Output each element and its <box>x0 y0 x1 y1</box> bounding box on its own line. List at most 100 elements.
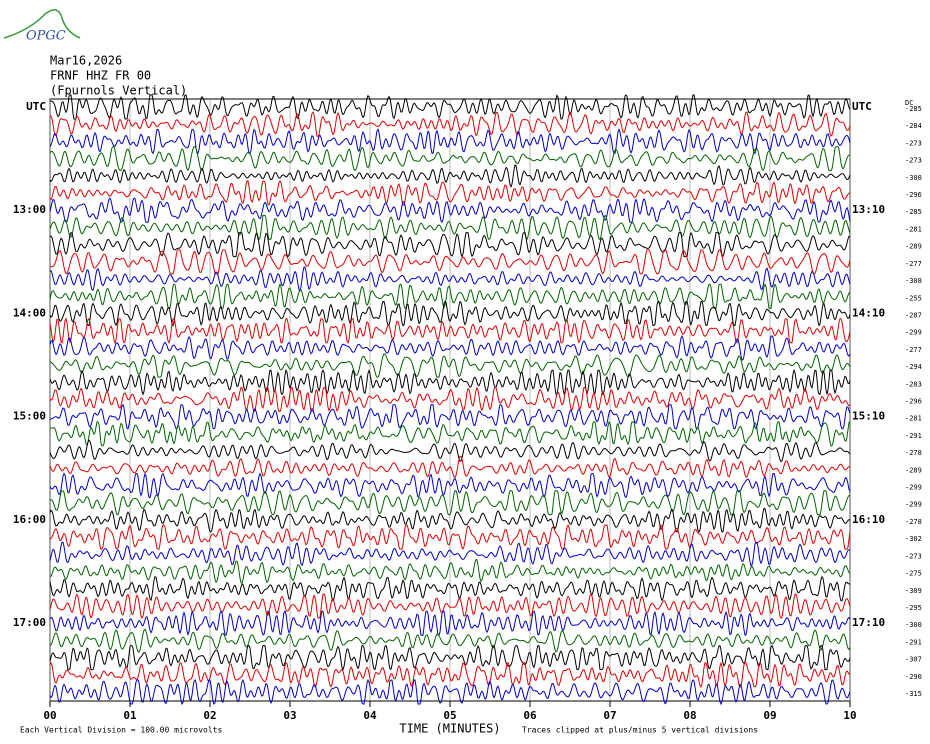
row-label-left: 13:00 <box>13 203 46 216</box>
row-label-right: 16:10 <box>852 513 885 526</box>
dc-value: -287 <box>905 311 922 319</box>
row-label-left: 17:00 <box>13 616 46 629</box>
trace <box>49 197 851 224</box>
dc-value: -255 <box>905 294 922 302</box>
trace <box>49 111 851 137</box>
trace <box>49 439 851 463</box>
dc-value: -281 <box>905 225 922 233</box>
dc-value: -278 <box>905 449 922 457</box>
trace <box>49 353 851 378</box>
dc-value: -273 <box>905 552 922 560</box>
dc-value: -299 <box>905 484 922 492</box>
x-tick-label: 02 <box>203 709 216 722</box>
trace <box>49 128 851 155</box>
x-tick-label: 03 <box>283 709 296 722</box>
trace <box>49 386 851 413</box>
row-label-left: 16:00 <box>13 513 46 526</box>
date: Mar16,2026 <box>50 54 122 68</box>
trace <box>49 282 851 309</box>
dc-value: -281 <box>905 415 922 423</box>
row-label-right: 13:10 <box>852 203 885 216</box>
trace <box>49 403 851 430</box>
trace <box>49 541 851 567</box>
dc-value: -315 <box>905 690 922 698</box>
trace <box>49 164 851 189</box>
row-label-right: 14:10 <box>852 306 885 319</box>
clip-note: Traces clipped at plus/minus 5 vertical … <box>522 726 758 735</box>
trace <box>49 180 851 206</box>
trace <box>49 266 851 292</box>
trace <box>49 678 851 706</box>
logo: OPGC <box>26 29 66 44</box>
trace <box>49 592 851 620</box>
logo-arc <box>3 9 81 39</box>
x-tick-label: 06 <box>523 709 537 722</box>
trace <box>49 317 851 345</box>
dc-value: -300 <box>905 621 922 629</box>
trace <box>49 368 851 396</box>
row-label-right: UTC <box>852 100 872 113</box>
trace <box>49 575 851 602</box>
trace <box>49 628 851 653</box>
trace <box>49 334 851 361</box>
x-tick-label: 08 <box>683 709 696 722</box>
scale-note: Each Vertical Division = 100.00 microvol… <box>20 726 222 735</box>
location: (Fpurnols Vertical) <box>50 84 187 98</box>
dc-value: -283 <box>905 380 922 388</box>
trace <box>49 472 851 499</box>
dc-value: -299 <box>905 501 922 509</box>
dc-value: -289 <box>905 466 922 474</box>
dc-value: -285 <box>905 208 922 216</box>
dc-value: -284 <box>905 122 922 130</box>
dc-value: -302 <box>905 535 922 543</box>
dc-value: -300 <box>905 174 922 182</box>
row-label-left: 15:00 <box>13 410 46 423</box>
dc-value: -273 <box>905 139 922 147</box>
dc-value: -296 <box>905 191 922 199</box>
dc-value: -308 <box>905 277 922 285</box>
trace <box>49 490 851 516</box>
dc-value: -285 <box>905 105 922 113</box>
trace <box>49 610 851 637</box>
dc-value: -294 <box>905 363 922 371</box>
x-tick-label: 00 <box>43 709 56 722</box>
x-tick-label: 10 <box>843 709 856 722</box>
dc-value: -273 <box>905 157 922 165</box>
dc-value: -309 <box>905 587 922 595</box>
dc-label: DC <box>905 99 913 107</box>
trace <box>49 455 851 479</box>
trace <box>49 507 851 533</box>
row-label-left: UTC <box>26 100 46 113</box>
row-label-right: 17:10 <box>852 616 885 629</box>
dc-value: -291 <box>905 638 922 646</box>
trace <box>50 249 851 275</box>
trace <box>49 420 851 447</box>
dc-value: -275 <box>905 570 922 578</box>
dc-value: -290 <box>905 673 922 681</box>
dc-value: -296 <box>905 398 922 406</box>
trace <box>49 559 851 584</box>
trace <box>49 644 851 671</box>
x-tick-label: 09 <box>763 709 776 722</box>
dc-value: -291 <box>905 432 922 440</box>
x-tick-label: 04 <box>363 709 377 722</box>
dc-value: -289 <box>905 243 922 251</box>
dc-value: -278 <box>905 518 922 526</box>
dc-value: -295 <box>905 604 922 612</box>
trace <box>49 146 851 172</box>
dc-value: -307 <box>905 656 922 664</box>
row-label-right: 15:10 <box>852 410 885 423</box>
trace <box>49 214 851 241</box>
trace <box>49 231 851 258</box>
trace <box>49 300 851 327</box>
x-tick-label: 07 <box>603 709 616 722</box>
station: FRNF HHZ FR 00 <box>50 69 151 83</box>
x-tick-label: 05 <box>443 709 456 722</box>
dc-value: -277 <box>905 346 922 354</box>
trace <box>49 94 851 120</box>
x-tick-label: 01 <box>123 709 137 722</box>
trace <box>49 524 851 551</box>
trace <box>49 661 851 688</box>
dc-value: -299 <box>905 329 922 337</box>
